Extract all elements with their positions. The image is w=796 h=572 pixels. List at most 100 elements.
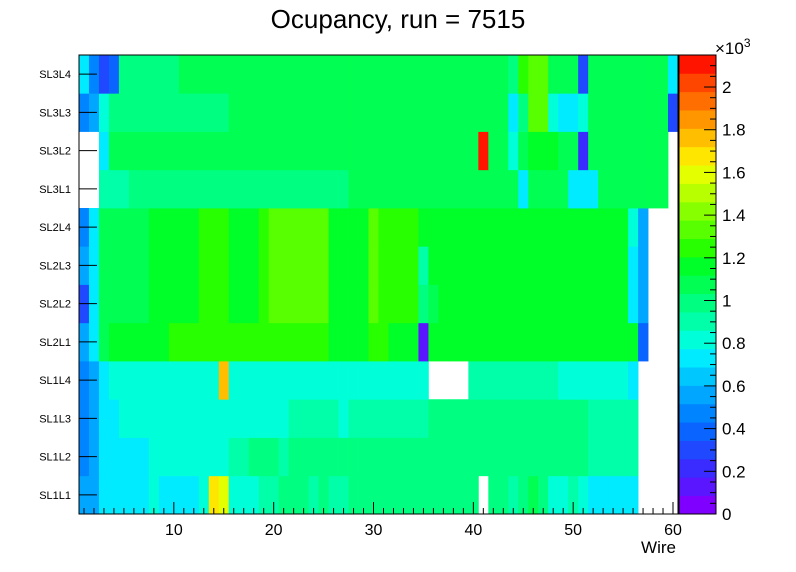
heatmap-cell (408, 399, 419, 438)
heatmap-cell (668, 93, 679, 132)
heatmap-cell (178, 55, 190, 94)
heatmap-cell (338, 437, 349, 477)
color-scale-exponent-base: ×10 (715, 39, 744, 58)
heatmap-cell (108, 399, 120, 438)
heatmap-cell (218, 208, 230, 247)
heatmap-cell (118, 475, 130, 515)
heatmap-cell (448, 93, 459, 132)
heatmap-cell (558, 437, 569, 477)
heatmap-cell (568, 437, 579, 477)
heatmap-cell (628, 361, 639, 400)
heatmap-cell (398, 475, 409, 515)
heatmap-cell (328, 246, 339, 285)
heatmap-cell (148, 246, 160, 285)
heatmap-cell (608, 208, 619, 247)
heatmap-cell (308, 93, 319, 132)
heatmap-cell (278, 437, 290, 477)
heatmap-cell (318, 399, 329, 438)
heatmap-cell (368, 246, 379, 285)
heatmap-cell (288, 361, 300, 400)
heatmap-cell (288, 131, 300, 171)
heatmap-cell (98, 475, 110, 515)
heatmap-cell (528, 93, 539, 132)
heatmap-cell (508, 475, 519, 515)
heatmap-cell (358, 131, 369, 171)
color-scale-tick-label: 0.6 (722, 377, 746, 396)
heatmap-cell (298, 399, 310, 438)
heatmap-cell (208, 361, 220, 400)
heatmap-cell (348, 361, 359, 400)
heatmap-cell (298, 246, 310, 285)
heatmap-cell (178, 131, 190, 171)
y-tick-label: SL2L2 (39, 299, 71, 311)
heatmap-cell (478, 246, 489, 285)
heatmap-cell (568, 208, 579, 247)
heatmap-cell (538, 55, 549, 94)
heatmap-cell (468, 284, 479, 324)
heatmap-cell (378, 322, 389, 362)
heatmap-cell (518, 437, 529, 477)
heatmap-cell (178, 399, 190, 438)
heatmap-cell (418, 475, 429, 515)
heatmap-cell (428, 93, 439, 132)
heatmap-cell (618, 131, 629, 171)
heatmap-cell (518, 131, 529, 171)
heatmap-cell (378, 284, 389, 324)
heatmap-cell (248, 55, 260, 94)
heatmap-cell (388, 322, 399, 362)
heatmap-cell (298, 475, 310, 515)
heatmap-cell (588, 55, 599, 94)
heatmap-cell (358, 246, 369, 285)
heatmap-cell (598, 361, 609, 400)
color-scale-band (679, 146, 716, 166)
heatmap-cell (188, 208, 200, 247)
heatmap-cell (98, 437, 110, 477)
heatmap-cell (378, 246, 389, 285)
heatmap-cell (368, 361, 379, 400)
heatmap-cell (278, 55, 290, 94)
heatmap-cell (648, 131, 659, 171)
heatmap-cell (198, 55, 210, 94)
color-scale-tick-label: 1.8 (722, 121, 746, 140)
heatmap-cell (388, 399, 399, 438)
heatmap-cell (568, 131, 579, 171)
heatmap-cell (258, 93, 270, 132)
heatmap-cell (438, 246, 449, 285)
heatmap-cell (618, 437, 629, 477)
heatmap-cell (518, 246, 529, 285)
heatmap-cell (238, 284, 250, 324)
heatmap-cell (138, 437, 150, 477)
heatmap-cell (128, 284, 140, 324)
heatmap-cell (198, 131, 210, 171)
heatmap-cell (508, 169, 519, 209)
heatmap-cell (248, 399, 260, 438)
heatmap-cell (638, 284, 649, 324)
x-tick-label: 40 (464, 522, 482, 539)
heatmap-cell (538, 399, 549, 438)
heatmap-cell (368, 399, 379, 438)
heatmap-cell (208, 246, 220, 285)
heatmap-cell (338, 93, 349, 132)
color-scale-band (679, 422, 716, 441)
heatmap-cell (168, 475, 180, 515)
heatmap-cell (498, 93, 509, 132)
heatmap-cell (618, 322, 629, 362)
heatmap-cell (618, 475, 629, 515)
heatmap-cell (238, 55, 250, 94)
heatmap-cell (548, 475, 559, 515)
heatmap-cell (308, 399, 319, 438)
heatmap-cell (168, 208, 180, 247)
heatmap-cell (98, 208, 110, 247)
heatmap-cell (448, 437, 459, 477)
heatmap-cell (108, 246, 120, 285)
heatmap-cell (578, 208, 589, 247)
heatmap-cell (558, 131, 569, 171)
heatmap-cell (318, 246, 329, 285)
heatmap-cell (548, 93, 559, 132)
heatmap-cell (418, 437, 429, 477)
heatmap-cell (238, 361, 250, 400)
heatmap-cell (538, 475, 549, 515)
heatmap-cell (358, 399, 369, 438)
heatmap-cell (558, 361, 569, 400)
heatmap-cell (648, 55, 659, 94)
